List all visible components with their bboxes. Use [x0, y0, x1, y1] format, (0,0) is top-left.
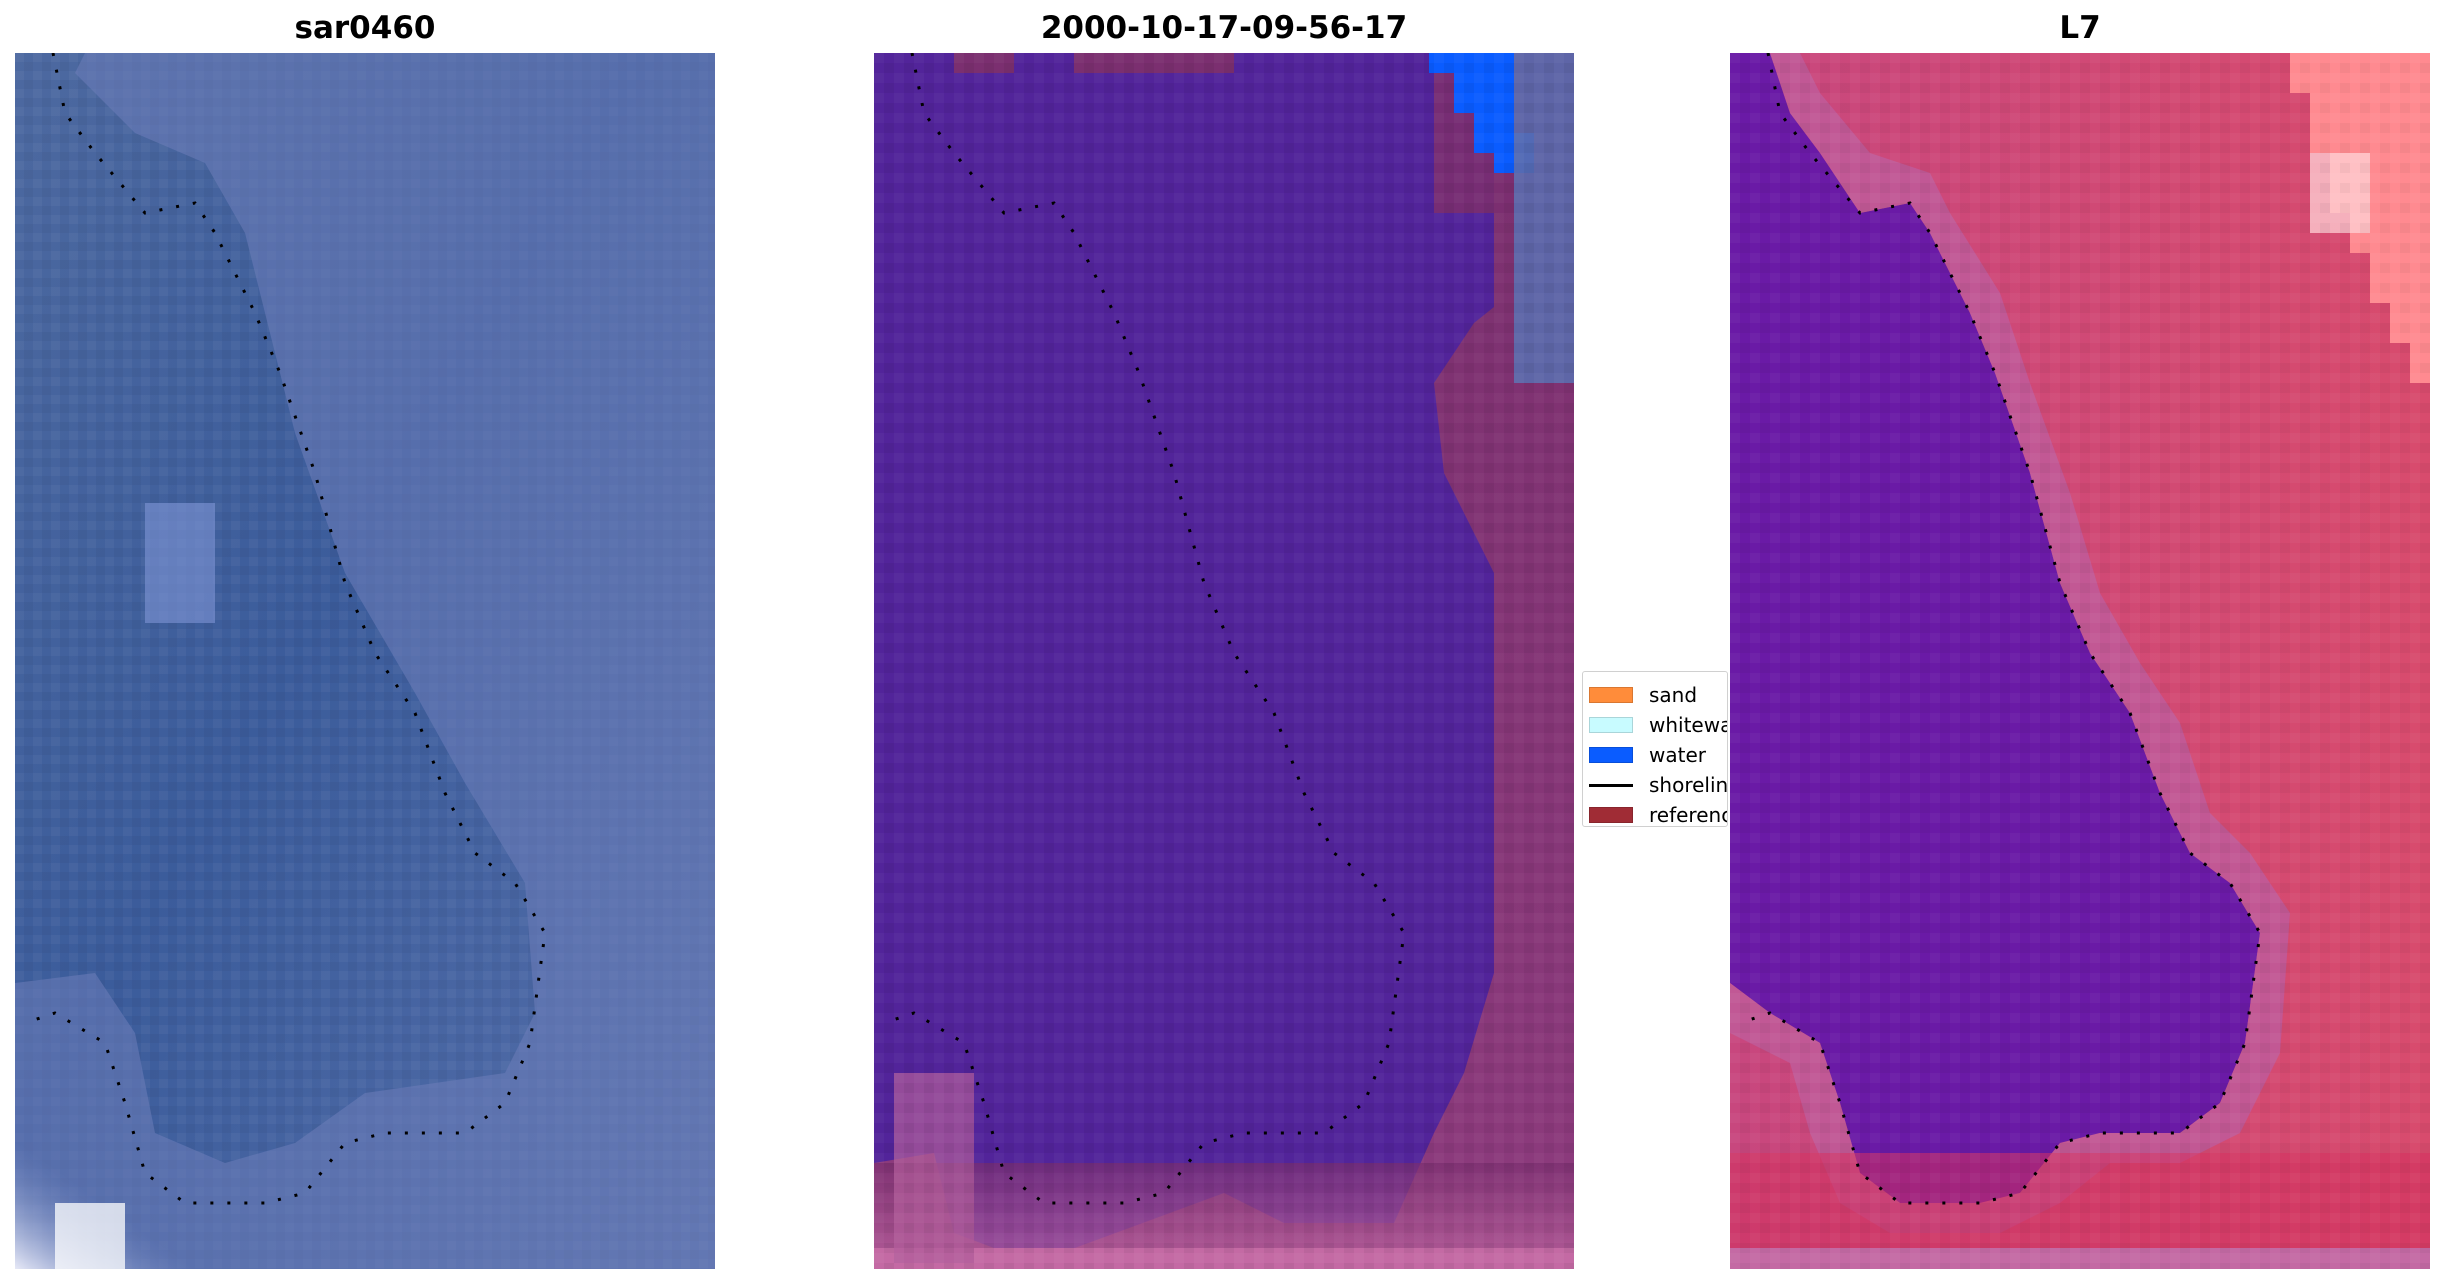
legend-item-shoreline: shorelin — [1589, 772, 1728, 798]
legend: sand whitewa water shorelin referenc — [1582, 671, 1728, 827]
legend-label-sand: sand — [1649, 683, 1698, 707]
shoreline-line-swatch — [1589, 777, 1633, 793]
legend-item-whitewater: whitewa — [1589, 712, 1728, 738]
legend-label-reference: referenc — [1649, 803, 1728, 827]
sar-land-overlay — [15, 53, 715, 1269]
panel-title-sar: sar0460 — [294, 10, 436, 46]
legend-item-reference: referenc — [1589, 802, 1728, 827]
panel-title-classification: 2000-10-17-09-56-17 — [1040, 10, 1408, 46]
image-panel-index — [1730, 53, 2430, 1269]
water-swatch — [1589, 747, 1633, 763]
legend-item-water: water — [1589, 742, 1706, 768]
sar-bright-patch — [145, 503, 215, 623]
classification-image — [874, 53, 1574, 1269]
sar-image — [15, 53, 715, 1269]
whitewater-swatch — [1589, 717, 1633, 733]
sand-swatch — [1589, 687, 1633, 703]
index-image — [1730, 53, 2430, 1269]
image-panel-classification — [874, 53, 1574, 1269]
legend-label-whitewater: whitewa — [1649, 713, 1728, 737]
image-panel-sar — [15, 53, 715, 1269]
legend-label-water: water — [1649, 743, 1706, 767]
reference-swatch — [1589, 807, 1633, 823]
panel-title-index: L7 — [2059, 10, 2101, 46]
legend-item-sand: sand — [1589, 682, 1697, 708]
legend-label-shoreline: shorelin — [1649, 773, 1728, 797]
